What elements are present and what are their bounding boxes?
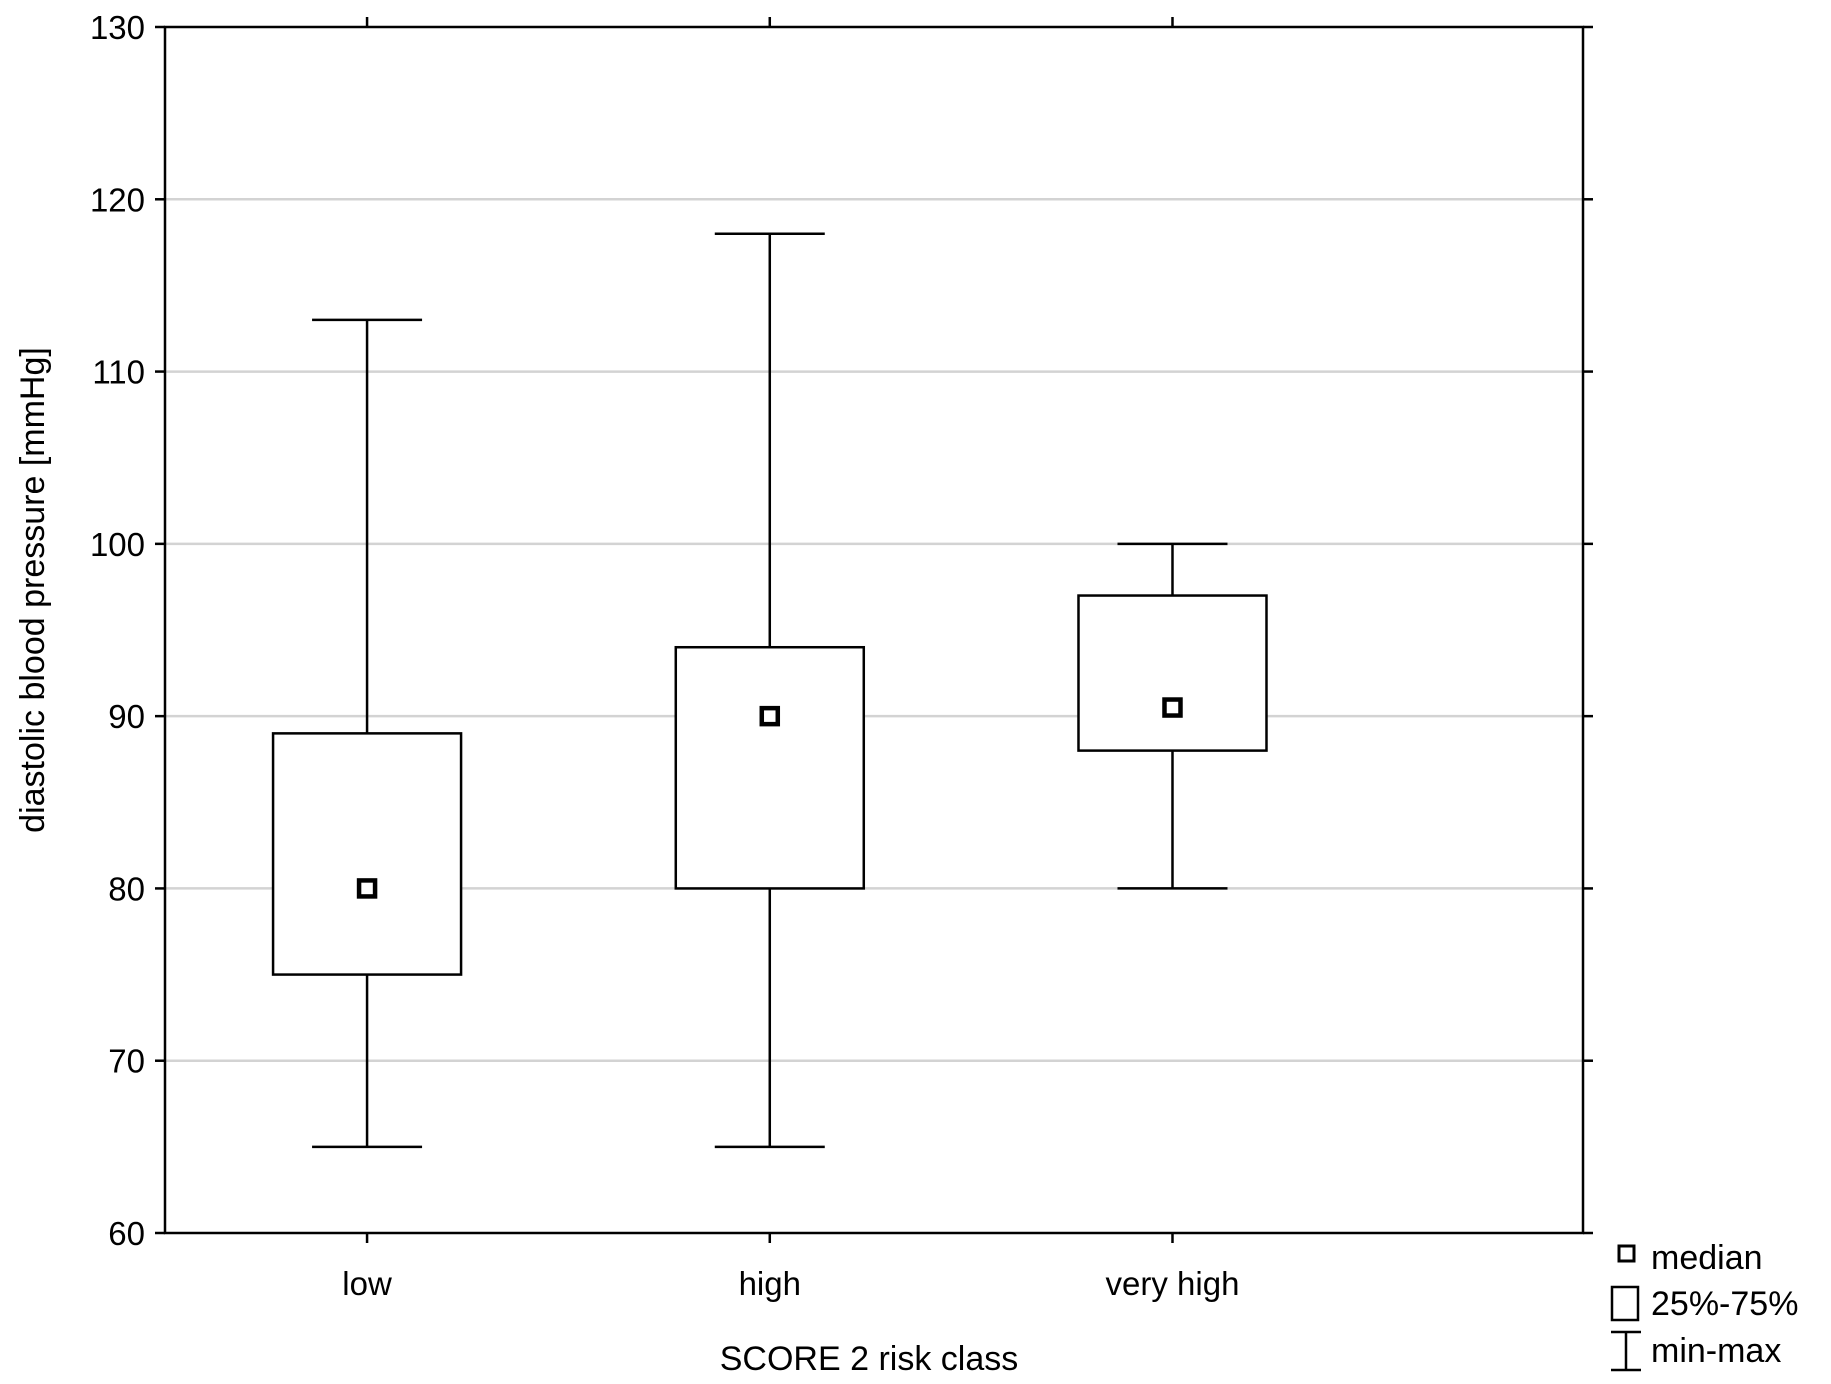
legend-item-box: 25%-75% (1610, 1285, 1798, 1323)
box-group-very-high (1077, 542, 1268, 890)
iqr-box (674, 645, 866, 890)
box-group-high (674, 232, 866, 1149)
legend-box-label: 25%-75% (1651, 1285, 1798, 1323)
y-tick-label: 100 (90, 526, 145, 563)
median-marker (759, 705, 781, 727)
y-tick-label: 60 (108, 1215, 145, 1252)
legend-whisker-label: min-max (1651, 1332, 1781, 1370)
y-tick-label: 70 (108, 1043, 145, 1080)
median-marker (1162, 697, 1183, 718)
y-tick-label: 90 (108, 698, 145, 735)
legend-item-median: median (1617, 1239, 1763, 1277)
x-tick-label: low (342, 1265, 392, 1302)
iqr-box (271, 732, 463, 976)
x-tick-label: high (739, 1265, 801, 1302)
y-axis-ticks: 60 70 80 90 100 110 120 130 (90, 9, 1593, 1252)
y-axis-title: diastolic blood pressure [mmHg] (14, 347, 52, 833)
legend-median-symbol (1617, 1244, 1636, 1263)
median-marker (356, 878, 378, 899)
x-tick-label: very high (1106, 1265, 1240, 1302)
boxplot-series (271, 232, 1268, 1149)
y-tick-label: 120 (90, 181, 145, 218)
legend-item-whisker: min-max (1611, 1330, 1781, 1372)
legend-box-symbol (1610, 1285, 1640, 1322)
x-axis-title: SCORE 2 risk class (720, 1340, 1019, 1378)
iqr-box (1077, 594, 1268, 752)
legend-median-label: median (1651, 1239, 1763, 1277)
y-tick-label: 130 (90, 9, 145, 46)
box-group-low (271, 318, 463, 1149)
plot-frame (163, 25, 1585, 1235)
legend: median 25%-75% min-max (1610, 1239, 1798, 1372)
x-axis-ticks: low high very high (342, 17, 1239, 1302)
legend-whisker-symbol (1611, 1330, 1641, 1372)
y-tick-label: 110 (92, 354, 145, 391)
y-tick-label: 80 (108, 870, 145, 907)
